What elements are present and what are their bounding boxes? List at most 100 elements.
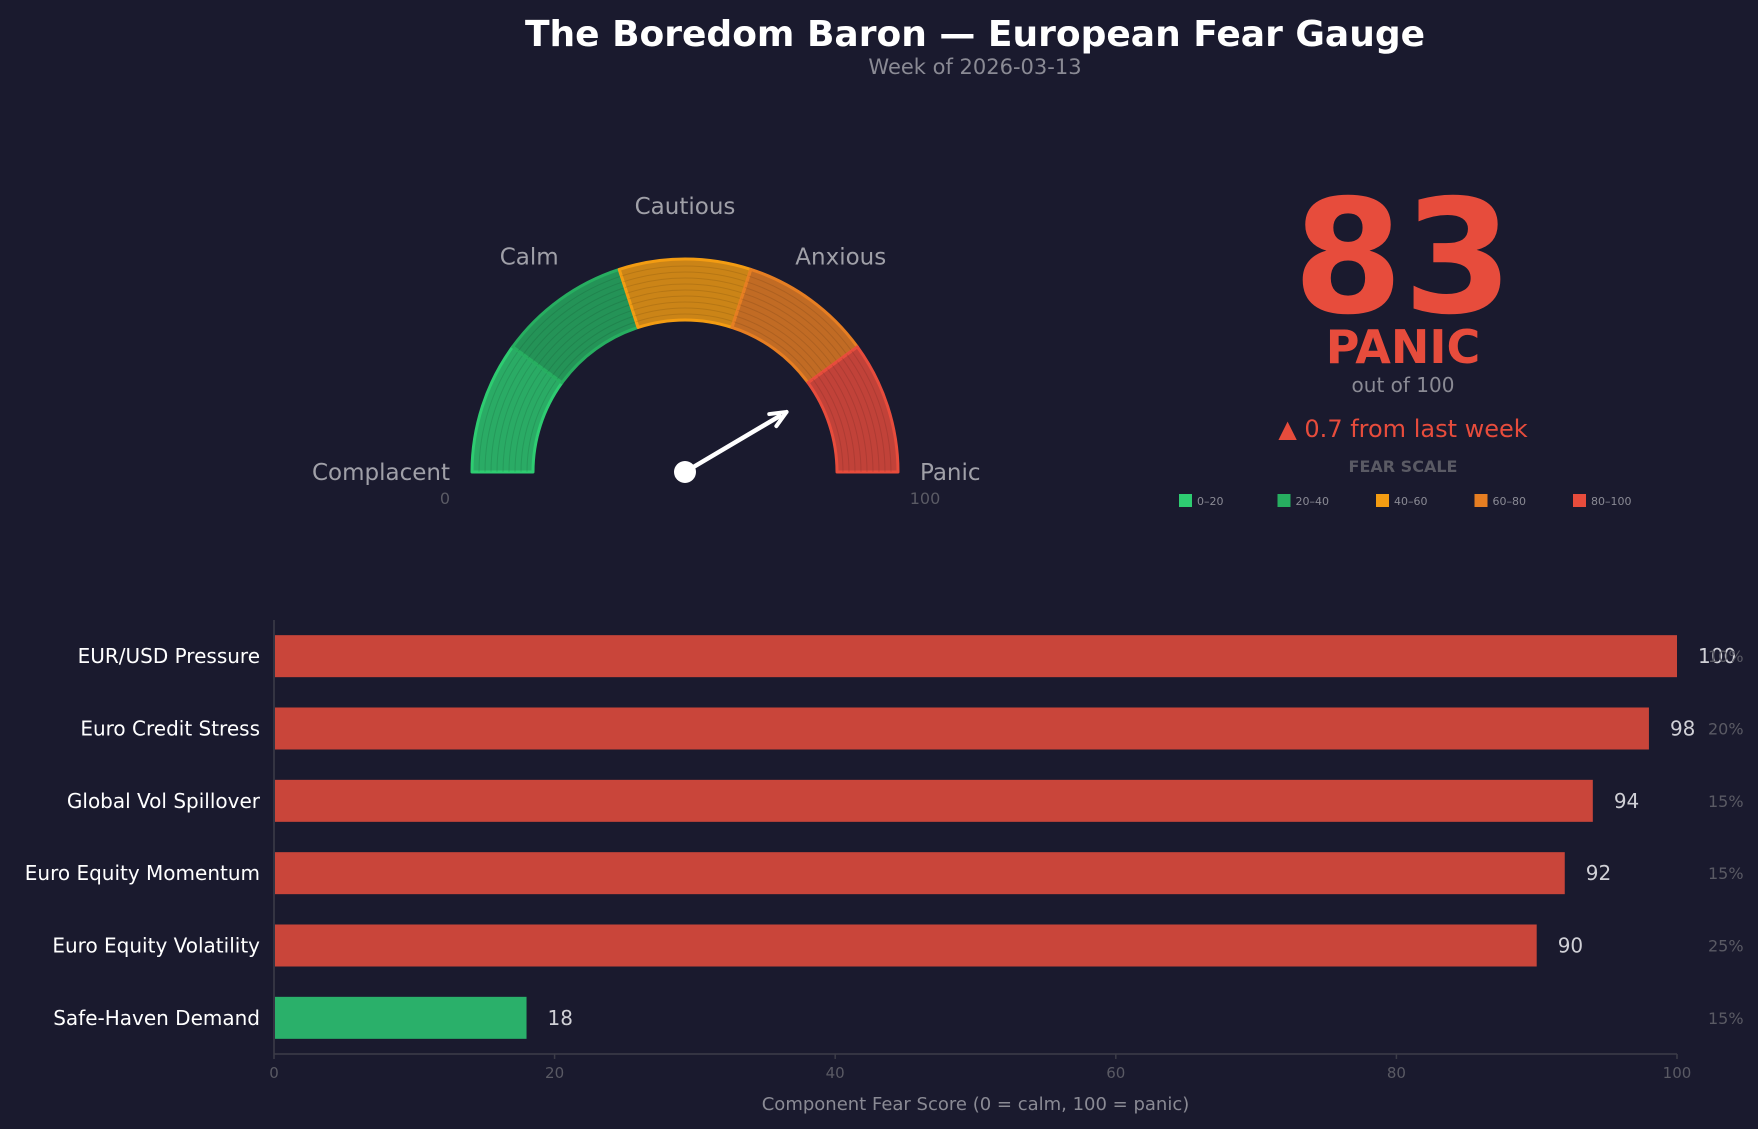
gauge-zone-texture — [739, 304, 828, 369]
gauge-zone-texture — [517, 275, 622, 352]
x-tick-label: 20 — [545, 1064, 564, 1082]
fear-scale-label: 20–40 — [1296, 495, 1330, 508]
gauge-zone-texture — [624, 277, 746, 288]
gauge-zone-texture — [846, 354, 886, 473]
chart-subtitle: Week of 2026-03-13 — [868, 55, 1081, 79]
score-panel: 83 PANIC out of 100 ▲ 0.7 from last week… — [1179, 166, 1632, 508]
gauge-zone-texture — [748, 275, 853, 352]
gauge-panel: Complacent Calm Cautious Anxious Panic 0 100 — [312, 194, 981, 508]
bar — [275, 707, 1649, 750]
gauge-zone-texture — [741, 298, 833, 366]
bar-value-label: 18 — [548, 1006, 573, 1030]
gauge-zone-texture — [626, 283, 744, 294]
gauge-label-complacent: Complacent — [312, 460, 450, 486]
gauge-zone-texture — [547, 309, 633, 373]
fear-scale-title: FEAR SCALE — [1349, 457, 1458, 476]
gauge-min-label: 0 — [440, 489, 450, 508]
x-tick-label: 100 — [1663, 1064, 1692, 1082]
gauge-zone-texture — [851, 350, 892, 473]
gauge-zone-texture — [514, 371, 548, 473]
gauge-zone-texture — [484, 354, 524, 473]
gauge-needle — [682, 413, 782, 475]
gauge-zone-texture — [551, 315, 635, 376]
fear-scale-swatch — [1277, 494, 1291, 507]
category-label: Euro Credit Stress — [80, 717, 260, 741]
gauge-label-panic: Panic — [920, 460, 981, 486]
fear-scale-swatch — [1474, 494, 1488, 507]
gauge-zone-texture — [542, 304, 631, 369]
score-level: PANIC — [1326, 320, 1480, 374]
bar — [275, 852, 1565, 895]
gauge-zone-texture — [502, 364, 539, 473]
bar-value-label: 92 — [1586, 861, 1611, 885]
x-axis-label: Component Fear Score (0 = calm, 100 = pa… — [762, 1094, 1190, 1115]
gauge-zone-texture — [623, 271, 747, 283]
weight-label: 15% — [1708, 792, 1744, 811]
gauge-zone-texture — [628, 289, 742, 300]
category-label: EUR/USD Pressure — [78, 644, 260, 668]
category-label: Safe-Haven Demand — [53, 1006, 260, 1030]
fear-scale-swatch — [1376, 494, 1389, 507]
score-change: ▲ 0.7 from last week — [1278, 415, 1527, 443]
gauge-zone-cautious — [617, 257, 753, 329]
gauge-zone-texture — [742, 292, 838, 362]
gauge-zone-texture — [496, 361, 534, 473]
score-out-of: out of 100 — [1352, 373, 1455, 397]
fear-scale-swatch — [1179, 494, 1192, 507]
gauge-zone-texture — [526, 378, 558, 473]
weight-label: 15% — [1708, 1009, 1744, 1028]
gauge-label-cautious: Cautious — [635, 194, 736, 220]
category-label: Euro Equity Volatility — [52, 934, 260, 958]
gauge-zone-texture — [527, 287, 626, 359]
gauge-zone-texture — [632, 301, 738, 311]
category-label: Euro Equity Momentum — [25, 861, 260, 885]
bar-value-label: 98 — [1670, 717, 1695, 741]
gauge-zone-texture — [537, 298, 629, 366]
fear-scale-label: 80–100 — [1591, 495, 1632, 508]
gauge-zone-texture — [478, 350, 519, 473]
bar — [275, 779, 1593, 822]
gauge-zone-texture — [744, 287, 843, 359]
weight-label: 15% — [1708, 864, 1744, 883]
x-tick-label: 40 — [826, 1064, 845, 1082]
bar — [275, 635, 1677, 678]
gauge-label-anxious: Anxious — [795, 245, 886, 271]
fear-scale-label: 60–80 — [1493, 495, 1527, 508]
weight-label: 20% — [1708, 720, 1744, 739]
gauge-zone-texture — [746, 281, 848, 355]
fear-scale-label: 0–20 — [1197, 495, 1224, 508]
bar-value-label: 94 — [1614, 789, 1639, 813]
gauge-zone-texture — [841, 357, 880, 473]
score-value: 83 — [1293, 166, 1513, 350]
gauge-zone-texture — [831, 364, 868, 473]
bar-value-label: 100 — [1698, 644, 1736, 668]
weight-label: 10% — [1708, 647, 1744, 666]
gauge-zone-texture — [508, 368, 544, 473]
fear-scale-label: 40–60 — [1394, 495, 1428, 508]
chart-title: The Boredom Baron — European Fear Gauge — [525, 14, 1425, 55]
category-label: Global Vol Spillover — [67, 789, 261, 813]
fear-scale-legend: 0–20 20–40 40–60 60–80 80–100 — [1179, 494, 1632, 508]
bar-value-label: 90 — [1558, 934, 1583, 958]
gauge-needle-hub — [674, 461, 696, 483]
gauge-zone-texture — [532, 292, 628, 362]
gauge-zone-texture — [826, 368, 862, 473]
gauge-zone-texture — [733, 321, 814, 380]
gauge-zone-texture — [634, 307, 736, 317]
gauge-zone-texture — [735, 315, 819, 376]
weight-label: 25% — [1708, 937, 1744, 956]
gauge-zone-texture — [630, 295, 740, 306]
gauge-needle-arrowhead — [767, 409, 789, 429]
x-tick-label: 80 — [1387, 1064, 1406, 1082]
gauge-zone-texture — [822, 371, 856, 473]
bar — [275, 996, 527, 1039]
gauge-zone-texture — [490, 357, 529, 473]
gauge-zone-texture — [556, 321, 637, 380]
gauge-zone-texture — [522, 281, 624, 355]
gauge-zone-texture — [621, 265, 749, 277]
gauge-zone-texture — [836, 361, 874, 473]
gauge-max-label: 100 — [910, 489, 941, 508]
x-tick-label: 0 — [269, 1064, 279, 1082]
x-tick-label: 60 — [1106, 1064, 1125, 1082]
